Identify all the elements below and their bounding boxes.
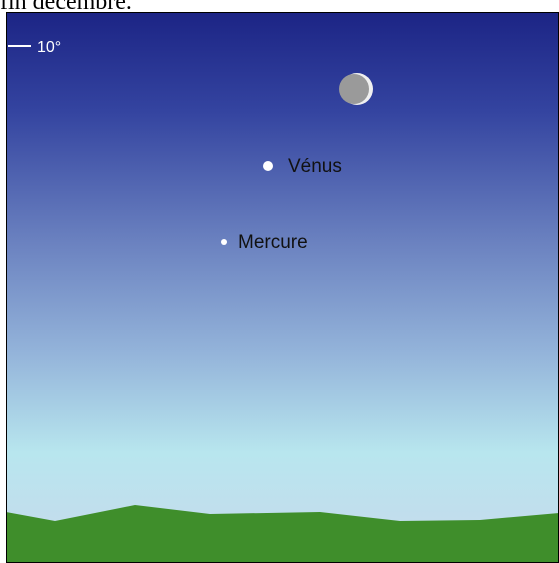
scale-label: 10° bbox=[37, 39, 61, 56]
sky-diagram: fin décembre. 10° Vénus Mercure bbox=[0, 0, 559, 563]
page: fin décembre. 10° Vénus Mercure (() => {… bbox=[0, 0, 559, 563]
moon bbox=[339, 74, 369, 104]
venus-dot bbox=[263, 161, 273, 171]
scene: 10° Vénus Mercure bbox=[6, 12, 559, 563]
mercury-label: Mercure bbox=[238, 232, 308, 253]
sky bbox=[6, 12, 559, 563]
venus-label: Vénus bbox=[288, 156, 342, 177]
mercury-dot bbox=[221, 239, 227, 245]
